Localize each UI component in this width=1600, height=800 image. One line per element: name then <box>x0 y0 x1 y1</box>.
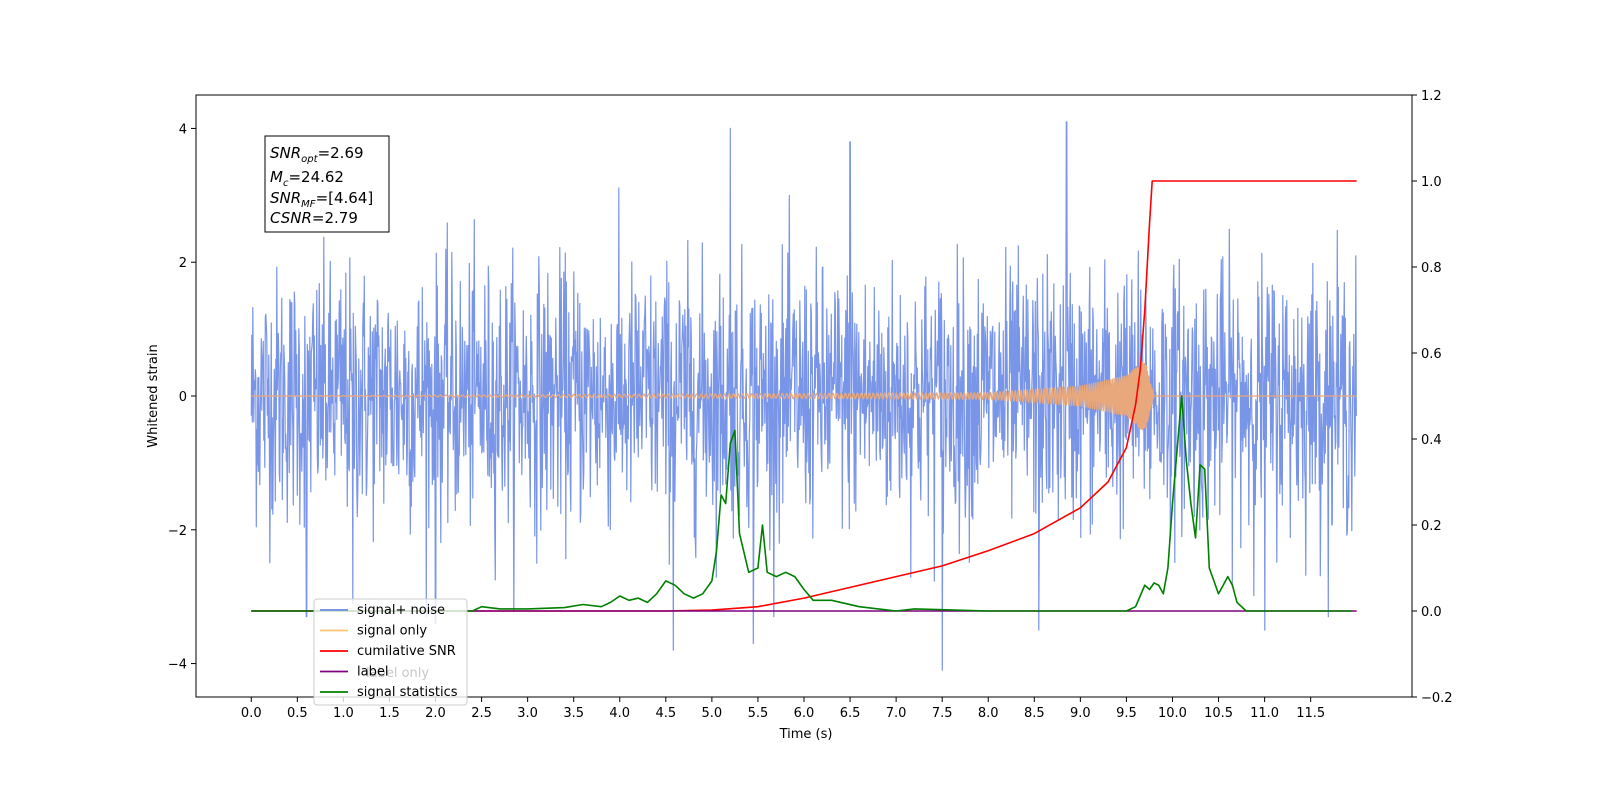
y-tick-label-right: 0.8 <box>1421 261 1442 276</box>
x-tick-label: 0.0 <box>241 706 262 721</box>
y-tick-label-left: 0 <box>179 390 187 405</box>
x-tick-label: 10.0 <box>1158 706 1187 721</box>
annotation-csnr: CSNR=2.79 <box>270 209 358 227</box>
legend-frame <box>313 598 468 706</box>
x-tick-label: 5.5 <box>748 706 769 721</box>
y-tick-label-right: −0.2 <box>1421 691 1453 706</box>
plot-area <box>250 121 1358 671</box>
annotation-mc: Mc=24.62 <box>270 168 344 189</box>
x-tick-label: 3.5 <box>563 706 584 721</box>
legend-entry: cumilative SNR <box>357 644 456 659</box>
x-tick-label: 4.0 <box>609 706 630 721</box>
x-tick-label: 1.5 <box>379 706 400 721</box>
x-tick-label: 5.0 <box>702 706 723 721</box>
y-tick-label-left: −4 <box>168 658 187 673</box>
y-tick-label-right: 1.0 <box>1421 175 1442 190</box>
y-axis-label: Whitened strain <box>146 344 161 447</box>
x-tick-label: 2.0 <box>425 706 446 721</box>
x-tick-label: 9.0 <box>1070 706 1091 721</box>
annotation-box: SNRopt=2.69 Mc=24.62 SNRMF=[4.64] CSNR=2… <box>264 135 390 233</box>
y-tick-label-right: 0.6 <box>1421 347 1442 362</box>
annotation-snr-opt: SNRopt=2.69 <box>270 144 364 165</box>
series-cumilative-snr <box>251 180 1357 612</box>
axes: 0.0 0.5 1.0 1.5 2.0 2.5 3.0 3.5 4.0 4.5 5.0 5.5 6.0 6… <box>146 89 1453 742</box>
x-tick-label: 3.0 <box>517 706 538 721</box>
x-tick-label: 10.5 <box>1204 706 1233 721</box>
y-tick-label-right: 0.0 <box>1421 605 1442 620</box>
series-signal-only <box>250 361 1358 431</box>
y-tick-label-right: 0.2 <box>1421 519 1442 534</box>
y-tick-label-right: 0.4 <box>1421 433 1442 448</box>
x-tick-label: 4.5 <box>655 706 676 721</box>
x-tick-label: 2.5 <box>471 706 492 721</box>
legend-entry: signal+ noise <box>357 603 445 618</box>
x-tick-label: 8.0 <box>978 706 999 721</box>
legend-ghost-text: label only <box>366 666 429 681</box>
x-axis-label: Time (s) <box>779 727 833 742</box>
x-tick-label: 7.0 <box>886 706 907 721</box>
x-tick-label: 0.5 <box>287 706 308 721</box>
x-tick-label: 7.5 <box>932 706 953 721</box>
x-tick-label: 6.5 <box>840 706 861 721</box>
legend-entry: label <box>357 665 388 680</box>
legend-entry: signal statistics <box>357 685 458 700</box>
legend-entry: signal only <box>357 624 427 639</box>
x-tick-label: 8.5 <box>1024 706 1045 721</box>
y-tick-label-right: 1.2 <box>1421 89 1442 104</box>
legend: label only signal+ noise signal only cumila… <box>313 598 468 706</box>
x-tick-label: 6.0 <box>794 706 815 721</box>
y-tick-label-left: −2 <box>168 524 187 539</box>
y-tick-label-left: 4 <box>179 122 187 137</box>
x-tick-label: 11.5 <box>1296 706 1325 721</box>
x-tick-label: 1.0 <box>333 706 354 721</box>
x-tick-label: 11.0 <box>1250 706 1279 721</box>
series-signal-statistics <box>251 395 1353 612</box>
x-tick-label: 9.5 <box>1116 706 1137 721</box>
y-tick-label-left: 2 <box>179 256 187 271</box>
annotation-frame <box>264 135 390 233</box>
annotation-snr-mf: SNRMF=[4.64] <box>270 189 373 210</box>
